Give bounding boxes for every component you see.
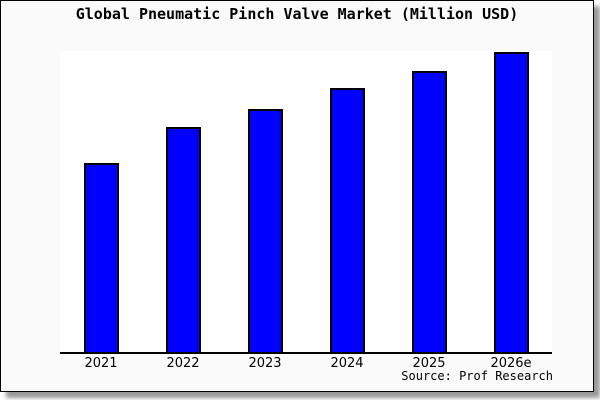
x-axis-tick-labels: 2021 2022 2023 2024 2025 2026e	[60, 356, 552, 371]
bar-2021	[83, 163, 119, 352]
bar-slot-2024	[306, 51, 388, 352]
x-tick-label-2023: 2023	[248, 356, 282, 371]
bar-2022	[165, 127, 201, 352]
bar-slot-2026e	[470, 51, 552, 352]
bar-2023	[247, 109, 283, 352]
bar-2026e	[493, 52, 529, 352]
x-tick-label-2025: 2025	[412, 356, 446, 371]
chart-card: Global Pneumatic Pinch Valve Market (Mil…	[0, 0, 594, 392]
chart-title: Global Pneumatic Pinch Valve Market (Mil…	[75, 5, 519, 23]
plot-area	[60, 51, 552, 354]
bar-2025	[411, 71, 447, 352]
bar-slot-2021	[60, 51, 142, 352]
source-credit: Source: Prof Research	[401, 369, 553, 383]
x-tick-label-2026e: 2026e	[490, 356, 532, 371]
bar-slot-2025	[388, 51, 470, 352]
x-tick-label-2022: 2022	[166, 356, 200, 371]
bar-2024	[329, 88, 365, 352]
x-tick-label-2021: 2021	[84, 356, 118, 371]
x-tick-label-2024: 2024	[330, 356, 364, 371]
bar-slot-2023	[224, 51, 306, 352]
bar-slot-2022	[142, 51, 224, 352]
